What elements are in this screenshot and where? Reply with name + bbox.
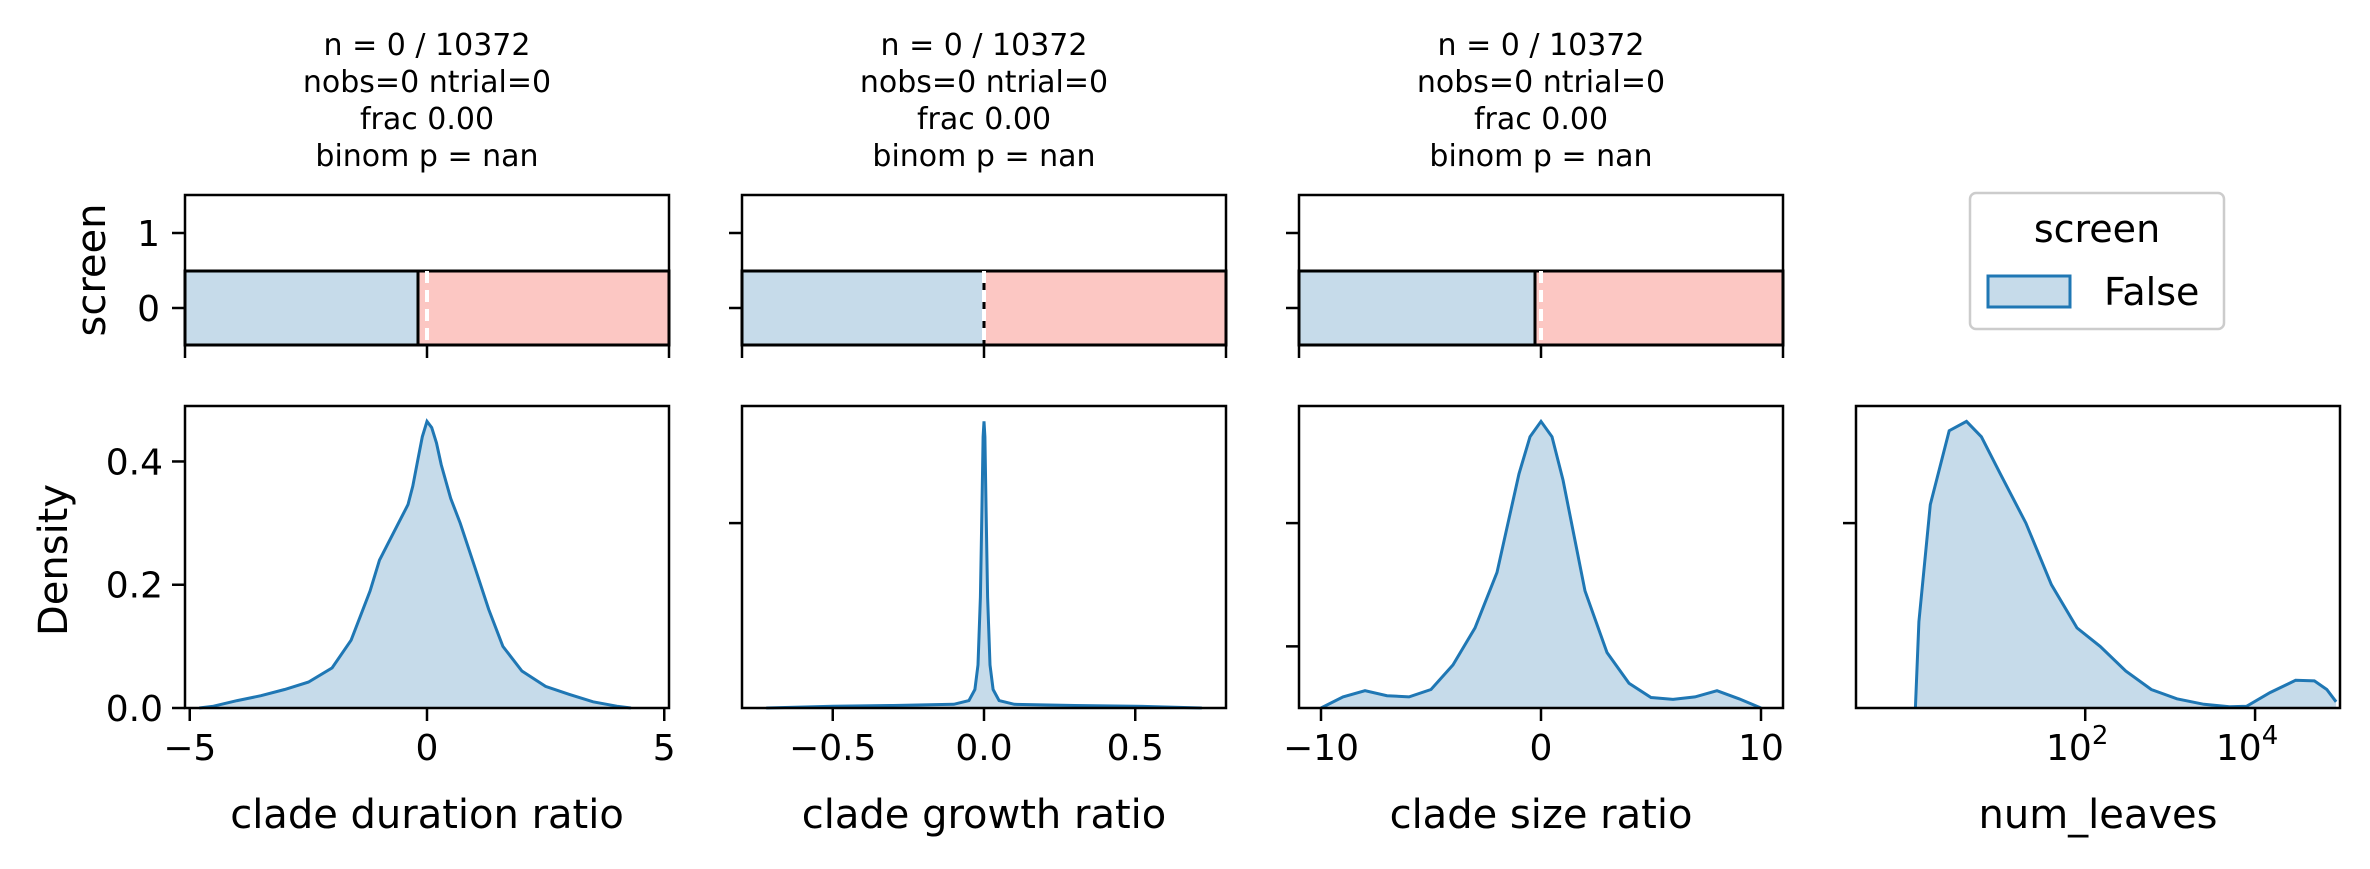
bottom-panel-4: 102 104 num_leaves bbox=[1843, 404, 2342, 838]
legend-title: screen bbox=[2034, 207, 2160, 251]
panel-title-3-line-2: nobs=0 ntrial=0 bbox=[1417, 65, 1665, 100]
top-panel-1: 1 0 screen bbox=[69, 193, 671, 358]
x-axis-ticks-1: −5 0 5 bbox=[163, 708, 676, 769]
panel-title-1-line-1: n = 0 / 10372 bbox=[324, 28, 531, 63]
panel-title-3-line-3: frac 0.00 bbox=[1474, 102, 1608, 137]
x-axis-label-2: clade growth ratio bbox=[802, 792, 1166, 838]
legend-entry-false: False bbox=[2104, 270, 2199, 314]
bottom-panel-3: −10 0 10 clade size ratio bbox=[1283, 404, 1785, 838]
y-tick-label: 0.4 bbox=[106, 442, 163, 483]
legend: screen False bbox=[1968, 191, 2226, 331]
panel-frame-bottom-4 bbox=[1854, 404, 2342, 710]
kde-area-4 bbox=[1915, 421, 2337, 708]
x-axis-ticks-2: −0.5 0.0 0.5 bbox=[789, 708, 1164, 769]
kde-line-2 bbox=[766, 421, 1202, 710]
bar-null-3 bbox=[1533, 269, 1785, 347]
panel-title-1-line-4: binom p = nan bbox=[315, 139, 538, 174]
x-tick-label: 0 bbox=[416, 728, 439, 769]
x-axis-label-1: clade duration ratio bbox=[230, 792, 624, 838]
x-axis-ticks-4: 102 104 bbox=[2046, 708, 2278, 769]
y-axis-ticks-1: 0.0 0.2 0.4 bbox=[106, 442, 185, 730]
x-tick-label: 5 bbox=[653, 728, 676, 769]
bar-null-2 bbox=[982, 269, 1228, 347]
panel-title-3: n = 0 / 10372 nobs=0 ntrial=0 frac 0.00 … bbox=[1417, 28, 1665, 174]
x-tick-label: 104 bbox=[2216, 721, 2278, 769]
x-tick-label: −5 bbox=[163, 728, 216, 769]
kde-line-1 bbox=[199, 418, 632, 710]
kde-line-3 bbox=[1320, 418, 1762, 710]
top-panel-2 bbox=[729, 193, 1228, 358]
panel-title-2-line-4: binom p = nan bbox=[872, 139, 1095, 174]
x-axis-label-4: num_leaves bbox=[1978, 792, 2217, 838]
panel-title-3-line-4: binom p = nan bbox=[1429, 139, 1652, 174]
bottom-row-ylabel: Density bbox=[31, 484, 77, 636]
x-tick-label: 0.0 bbox=[955, 728, 1012, 769]
top-ytick-label-0: 0 bbox=[137, 289, 160, 330]
top-row-ylabel: screen bbox=[69, 204, 115, 337]
x-axis-ticks-3: −10 0 10 bbox=[1283, 708, 1784, 769]
bottom-panel-2: −0.5 0.0 0.5 clade growth ratio bbox=[729, 404, 1228, 838]
bar-null-1 bbox=[416, 269, 671, 347]
panel-title-1-line-2: nobs=0 ntrial=0 bbox=[303, 65, 551, 100]
x-tick-label: 10 bbox=[1738, 728, 1784, 769]
x-tick-label: 102 bbox=[2046, 721, 2108, 769]
x-tick-label: 0.5 bbox=[1107, 728, 1164, 769]
top-panel-3 bbox=[1286, 193, 1785, 358]
x-tick-label: 0 bbox=[1530, 728, 1553, 769]
x-tick-label: −0.5 bbox=[789, 728, 876, 769]
y-tick-label: 0.2 bbox=[106, 566, 163, 607]
y-axis-ticks-3 bbox=[1286, 521, 1299, 648]
legend-swatch-icon bbox=[1986, 274, 2072, 309]
panel-title-2-line-1: n = 0 / 10372 bbox=[881, 28, 1088, 63]
bottom-panel-1: −5 0 5 0.0 0.2 0.4 clade duration ratio Dens… bbox=[31, 404, 676, 838]
panel-title-2-line-3: frac 0.00 bbox=[917, 102, 1051, 137]
kde-area-2 bbox=[766, 421, 1202, 708]
panel-title-1-line-3: frac 0.00 bbox=[360, 102, 494, 137]
x-axis-label-3: clade size ratio bbox=[1390, 792, 1693, 838]
panel-title-1: n = 0 / 10372 nobs=0 ntrial=0 frac 0.00 … bbox=[303, 28, 551, 174]
kde-area-3 bbox=[1321, 421, 1761, 708]
bar-observed-2 bbox=[740, 269, 986, 347]
kde-line-4 bbox=[1913, 419, 2338, 709]
top-ytick-label-1: 1 bbox=[137, 214, 160, 255]
y-tick-label: 0.0 bbox=[106, 689, 163, 730]
x-tick-label: −10 bbox=[1283, 728, 1359, 769]
bar-observed-3 bbox=[1297, 269, 1537, 347]
kde-area-1 bbox=[199, 421, 631, 708]
panel-title-2: n = 0 / 10372 nobs=0 ntrial=0 frac 0.00 … bbox=[860, 28, 1108, 174]
panel-title-3-line-1: n = 0 / 10372 bbox=[1438, 28, 1645, 63]
bar-observed-1 bbox=[183, 269, 420, 347]
panel-title-2-line-2: nobs=0 ntrial=0 bbox=[860, 65, 1108, 100]
